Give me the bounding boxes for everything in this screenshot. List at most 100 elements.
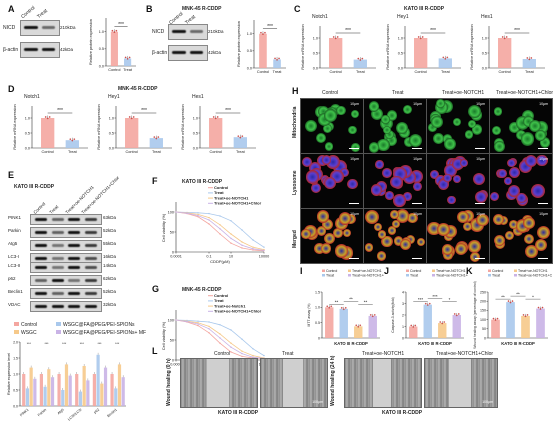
- x-tick-label: Treat: [123, 68, 133, 72]
- x-tick-label: 0.0001: [170, 363, 182, 367]
- x-tick-label: Control: [415, 70, 427, 74]
- bar-1-point-1: [71, 139, 74, 142]
- bar-3-point-0: [453, 313, 456, 315]
- cell: [393, 236, 404, 246]
- panel-label-a: A: [8, 4, 15, 14]
- cell: [408, 133, 423, 148]
- cell: [530, 184, 545, 199]
- band: [84, 218, 97, 221]
- scale-label: 10μm: [539, 102, 548, 106]
- bar-1-point-0: [274, 57, 276, 60]
- legend-swatch-1: [322, 274, 325, 277]
- bar-1-point-0: [357, 57, 360, 60]
- cell: [381, 115, 390, 124]
- cell: [322, 218, 334, 230]
- series-3-point-4: [219, 337, 221, 339]
- blot-e-size-1: 52kDa: [103, 228, 117, 233]
- x-tick-label: p62: [93, 408, 100, 415]
- blot-e-size-3: 16kDa: [103, 254, 117, 259]
- significance-mark: ***: [118, 22, 124, 28]
- series-line-2: [175, 211, 265, 250]
- band: [35, 244, 47, 247]
- cell: [453, 175, 462, 184]
- y-tick-label: 100: [168, 210, 174, 214]
- y-tick-label: 3: [402, 302, 404, 306]
- micro-col-1: Treat: [392, 90, 404, 96]
- cell: [437, 223, 450, 236]
- cell: [339, 212, 352, 225]
- bar-0-point-2: [330, 305, 333, 308]
- cell: [520, 132, 535, 147]
- series-2-point-2: [197, 213, 199, 216]
- cell: [431, 116, 444, 128]
- series-3-point-7: [252, 248, 254, 250]
- legend-label-0: Control: [492, 269, 504, 273]
- bar-3-point-2: [457, 313, 460, 315]
- significance-mark-2: **: [364, 300, 368, 305]
- cell: [490, 191, 500, 201]
- legend-label-2: Treat+oe-Notch1: [214, 303, 246, 308]
- bar-0-point-1: [334, 37, 337, 40]
- panel-label-d: D: [8, 84, 15, 94]
- cell: [310, 182, 321, 194]
- bar-pink1-1: [25, 388, 30, 406]
- cell: [323, 176, 337, 190]
- y-tick-label: 1.0: [398, 36, 403, 40]
- cell: [412, 181, 422, 191]
- micro-mitochondria-2: 10μm: [426, 98, 490, 154]
- bar-control: [41, 118, 55, 148]
- cell: [376, 251, 387, 261]
- scale-bar: [412, 148, 422, 149]
- significance-mark-2: *: [449, 297, 451, 302]
- x-tick-label: PINK1: [19, 408, 29, 418]
- y-tick-label: 1.0: [109, 116, 114, 120]
- scale-bar: [412, 258, 422, 259]
- blot-b-actin: [168, 45, 208, 61]
- bar-1: [423, 304, 432, 338]
- bar-0-point-2: [505, 36, 508, 38]
- blot-e-lc3-ii: [30, 262, 102, 273]
- cell: [301, 228, 311, 239]
- cell: [507, 158, 517, 168]
- bar-0-point-2: [414, 324, 417, 327]
- band: [35, 292, 47, 295]
- cell: [475, 213, 489, 227]
- cell: [507, 185, 520, 198]
- micro-lysosome-0: 10μm: [300, 153, 364, 209]
- bar-0-point-0: [128, 116, 131, 118]
- bar-atg5-1: [61, 390, 65, 406]
- y-tick-label: 100: [168, 318, 174, 322]
- y-tick-label: 0.0: [13, 404, 18, 408]
- y-tick-label: 0.5: [315, 321, 320, 325]
- x-tick-label: 10000: [259, 255, 270, 259]
- series-3-point-2: [197, 323, 199, 325]
- blot-e-size-6: 52kDa: [103, 289, 117, 294]
- significance-mark: ***: [267, 24, 273, 30]
- cell: [364, 242, 374, 252]
- cell: [339, 167, 350, 177]
- x-tick-label: Treat: [525, 70, 535, 74]
- x-tick-label: Control: [330, 70, 342, 74]
- bar-1-point-1: [528, 58, 531, 61]
- cell: [536, 225, 550, 239]
- x-tick-label: 0.1: [206, 255, 211, 259]
- cell: [321, 155, 331, 165]
- wound-col-2: Treat+oe-NOTCH1: [362, 351, 405, 357]
- cell: [493, 107, 503, 116]
- bar-treat: [438, 58, 452, 68]
- series-2-point-6: [241, 350, 243, 352]
- cell: [471, 124, 483, 136]
- bar-2: [521, 315, 530, 338]
- blot-a-size-nicd: 210kDa: [60, 25, 76, 30]
- bar-1-point-0: [526, 57, 529, 59]
- bar-1-point-1: [239, 136, 242, 139]
- blot-b-nicd: [168, 24, 208, 40]
- cell: [336, 106, 346, 116]
- legend-label-2: Treat+oe-NOTCH1: [214, 195, 249, 200]
- micro-merged-3: 10μm: [489, 208, 553, 264]
- scale-label: 10μm: [539, 212, 548, 216]
- chart-e: 0.0 0.5 1.0 1.5 2.0 Relative expression level…: [7, 340, 126, 422]
- scale-bar: [412, 203, 422, 204]
- bar-0-point-1: [494, 319, 497, 321]
